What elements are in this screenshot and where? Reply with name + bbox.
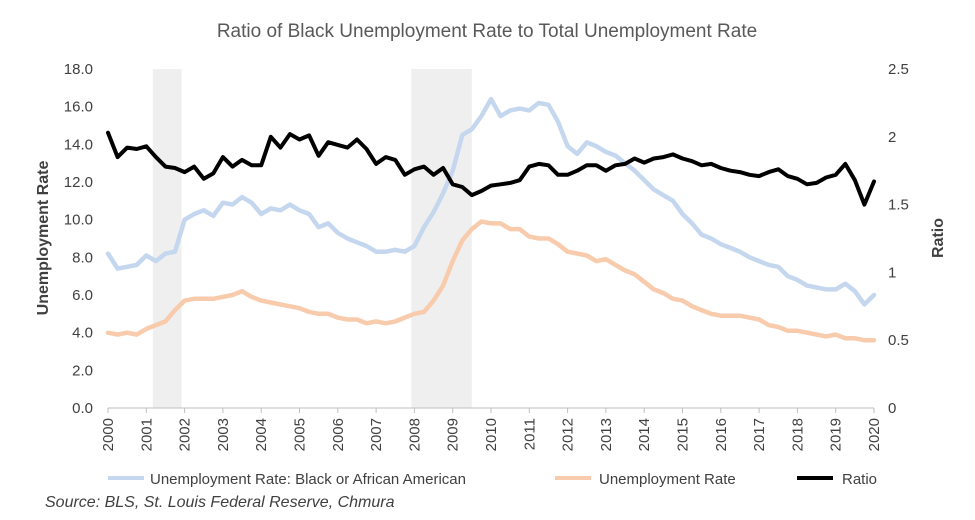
series-line-2 <box>106 130 876 207</box>
axes <box>107 407 875 413</box>
right-y-tick-label: 1.5 <box>888 197 909 214</box>
legend: Unemployment Rate: Black or African Amer… <box>108 471 877 488</box>
left-y-tick-label: 14.0 <box>64 136 93 153</box>
legend-label-2: Ratio <box>842 471 877 488</box>
recession-bands <box>152 69 472 408</box>
x-tick-label: 2014 <box>636 418 653 451</box>
x-tick-label: 2003 <box>215 418 232 451</box>
right-y-tick-labels: 0 0.5 1 1.5 2 2.5 <box>888 61 909 417</box>
x-tick-labels: 2000 2001 2002 2003 2004 2005 2006 2007 2008 2009… <box>100 418 883 451</box>
legend-label-0: Unemployment Rate: Black or African Amer… <box>150 471 466 488</box>
right-y-tick-label: 0.5 <box>888 332 909 349</box>
right-y-tick-label: 2 <box>888 129 896 146</box>
right-y-tick-label: 2.5 <box>888 61 909 78</box>
left-axis-title: Unemployment Rate <box>35 161 52 316</box>
x-tick-label: 2012 <box>560 418 577 451</box>
x-tick-label: 2011 <box>521 418 538 450</box>
right-axis-title: Ratio <box>930 218 947 258</box>
x-tick-label: 2018 <box>789 418 806 451</box>
right-y-tick-label: 1 <box>888 264 896 281</box>
x-tick-label: 2006 <box>330 418 347 451</box>
x-tick-label: 2000 <box>100 418 117 451</box>
right-y-tick-label: 0 <box>888 400 896 417</box>
series-line-0 <box>105 96 877 307</box>
left-y-tick-labels: 0.0 2.0 4.0 6.0 8.0 10.0 12.0 14.0 16.0 18.0 <box>64 61 93 417</box>
series-line-1 <box>105 219 877 343</box>
left-y-tick-label: 18.0 <box>64 61 93 78</box>
x-tick-label: 2017 <box>751 418 768 451</box>
x-tick-label: 2016 <box>713 418 730 451</box>
left-y-tick-label: 16.0 <box>64 99 93 116</box>
x-tick-label: 2001 <box>138 418 155 451</box>
x-tick-label: 2009 <box>445 418 462 451</box>
left-y-tick-label: 4.0 <box>72 325 93 342</box>
x-tick-label: 2008 <box>406 418 423 451</box>
x-tick-label: 2019 <box>828 418 845 451</box>
legend-label-1: Unemployment Rate <box>599 471 736 488</box>
left-y-tick-label: 8.0 <box>72 249 93 266</box>
x-tick-label: 2020 <box>866 418 883 451</box>
x-tick-label: 2010 <box>483 418 500 451</box>
x-tick-label: 2015 <box>675 418 692 451</box>
chart-title: Ratio of Black Unemployment Rate to Tota… <box>217 21 757 42</box>
x-tick-label: 2013 <box>598 418 615 451</box>
x-tick-label: 2002 <box>177 418 194 451</box>
left-y-tick-label: 12.0 <box>64 174 93 191</box>
left-y-tick-label: 6.0 <box>72 287 93 304</box>
x-tick-label: 2007 <box>368 418 385 451</box>
left-y-tick-label: 10.0 <box>64 212 93 229</box>
left-y-tick-label: 2.0 <box>72 362 93 379</box>
series-lines <box>105 96 877 343</box>
source-note: Source: BLS, St. Louis Federal Reserve, … <box>45 494 395 511</box>
x-tick-label: 2004 <box>253 418 270 451</box>
x-tick-label: 2005 <box>292 418 309 451</box>
left-y-tick-label: 0.0 <box>72 400 93 417</box>
